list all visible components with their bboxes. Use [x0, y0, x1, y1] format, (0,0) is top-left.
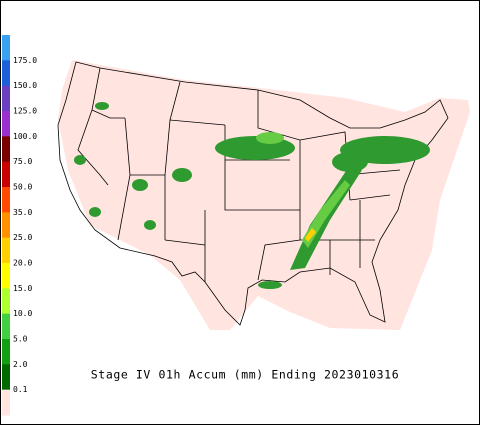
- legend-label: 175.0: [13, 56, 37, 65]
- legend-label: 0.1: [13, 385, 28, 394]
- legend-swatch: [2, 187, 10, 213]
- legend-swatch: [2, 111, 10, 137]
- legend: 175.0 150.0 125.0 100.0 75.0 50.0 35.0 25.0 20.0…: [2, 35, 37, 416]
- legend-swatch: [2, 237, 10, 264]
- rain-area: [74, 155, 86, 165]
- legend-label: 15.0: [13, 284, 32, 293]
- legend-label: 10.0: [13, 309, 32, 318]
- legend-swatch: [2, 288, 10, 315]
- legend-swatch: [2, 263, 10, 289]
- legend-swatch: [2, 85, 10, 112]
- legend-swatch: [2, 60, 10, 87]
- legend-swatch: [2, 212, 10, 239]
- legend-swatch: [2, 313, 10, 340]
- rain-area: [258, 281, 282, 289]
- legend-swatch: [2, 161, 10, 188]
- caption: Stage IV 01h Accum (mm) Ending 202301031…: [91, 368, 399, 382]
- legend-label: 2.0: [13, 360, 28, 369]
- rain-area: [332, 152, 368, 172]
- rain-area: [305, 228, 316, 242]
- rain-area: [132, 179, 148, 191]
- legend-label: 20.0: [13, 259, 32, 268]
- legend-label: 100.0: [13, 132, 37, 141]
- rain-area: [95, 102, 109, 110]
- legend-label: 75.0: [13, 157, 32, 166]
- legend-swatch: [2, 339, 10, 365]
- legend-swatch: [2, 364, 10, 391]
- legend-label: 125.0: [13, 107, 37, 116]
- rain-area: [144, 220, 156, 230]
- legend-swatch: [2, 35, 10, 61]
- rain-area: [89, 207, 101, 217]
- legend-label: 150.0: [13, 81, 37, 90]
- legend-label: 50.0: [13, 183, 32, 192]
- legend-label: 25.0: [13, 233, 32, 242]
- legend-label: 5.0: [13, 335, 28, 344]
- legend-swatch: [2, 136, 10, 163]
- coverage-area: [58, 60, 470, 330]
- us-outline: [57, 61, 449, 326]
- precipitation: [74, 102, 430, 289]
- legend-swatch: [2, 389, 10, 416]
- rain-area: [172, 168, 192, 182]
- rain-area: [256, 132, 284, 144]
- legend-label: 35.0: [13, 208, 32, 217]
